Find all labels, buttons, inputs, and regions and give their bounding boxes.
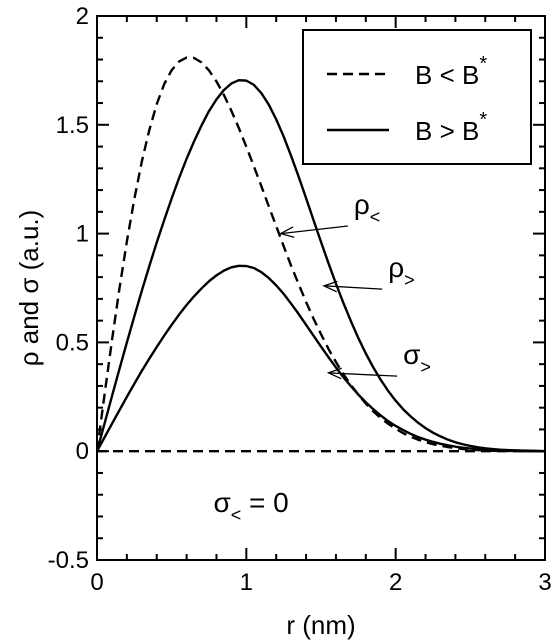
x-tick-label: 3	[538, 569, 551, 596]
annotation-arrow-shaft	[323, 285, 383, 290]
y-tick-label: 0	[76, 438, 89, 465]
annotation-arrow-shaft	[280, 225, 348, 235]
y-tick-label: 2	[76, 3, 89, 30]
y-axis-label: ρ and σ (a.u.)	[14, 210, 44, 367]
legend-entry-label: B < B*	[415, 53, 487, 90]
legend-entry-label: B > B*	[415, 109, 487, 146]
annotation-arrow-head	[326, 367, 342, 380]
y-tick-label: 1	[76, 221, 89, 248]
annotation-label: σ< = 0	[213, 487, 288, 525]
legend-box	[302, 29, 532, 165]
x-tick-label: 1	[240, 569, 253, 596]
y-tick-label: -0.5	[48, 547, 89, 574]
y-tick-label: 1.5	[56, 112, 89, 139]
series-group	[97, 56, 545, 453]
x-tick-label: 0	[90, 569, 103, 596]
annotation-label: σ>	[403, 339, 431, 377]
series-line	[97, 264, 545, 453]
x-axis-label: r (nm)	[286, 610, 355, 640]
x-tick-label: 2	[389, 569, 402, 596]
plot-frame	[96, 15, 546, 561]
series-line	[97, 78, 545, 453]
annotation-arrow-shaft	[328, 372, 398, 377]
annotation-label: ρ<	[354, 189, 380, 227]
series-line	[97, 56, 545, 453]
annotation-arrow-head	[322, 280, 338, 293]
annotation-label: ρ>	[388, 252, 414, 290]
annotation-arrow-head	[278, 226, 295, 238]
y-tick-label: 0.5	[56, 329, 89, 356]
